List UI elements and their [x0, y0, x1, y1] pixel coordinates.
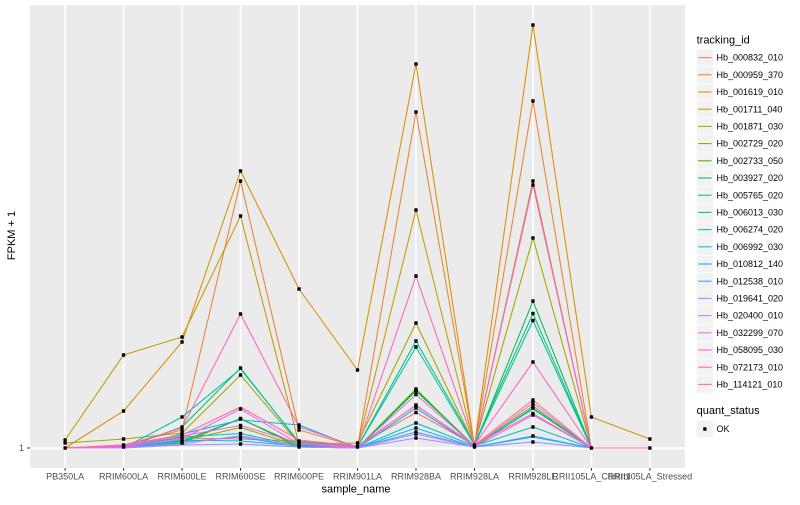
- svg-text:RRIM928BA: RRIM928BA: [391, 472, 441, 482]
- svg-text:Hb_001871_030: Hb_001871_030: [717, 122, 784, 132]
- svg-text:Hb_000832_010: Hb_000832_010: [717, 53, 784, 63]
- svg-text:Hb_002729_020: Hb_002729_020: [717, 139, 784, 149]
- svg-text:sample_name: sample_name: [321, 484, 390, 496]
- svg-text:Hb_032299_070: Hb_032299_070: [717, 328, 784, 338]
- svg-text:tracking_id: tracking_id: [697, 35, 750, 47]
- svg-text:Hb_001711_040: Hb_001711_040: [717, 104, 783, 114]
- svg-text:FPKM + 1: FPKM + 1: [6, 211, 18, 260]
- svg-text:Hb_006992_030: Hb_006992_030: [717, 242, 784, 252]
- svg-text:PB350LA: PB350LA: [46, 472, 84, 482]
- svg-text:Hb_020400_010: Hb_020400_010: [717, 311, 784, 321]
- svg-text:RRIM600LA: RRIM600LA: [99, 472, 148, 482]
- svg-text:Hb_114121_010: Hb_114121_010: [717, 380, 783, 390]
- svg-text:RRII105LA_Stressed: RRII105LA_Stressed: [608, 472, 693, 482]
- svg-text:RRIM600PE: RRIM600PE: [274, 472, 324, 482]
- svg-text:RRIM928LE: RRIM928LE: [508, 472, 557, 482]
- svg-text:Hb_019641_020: Hb_019641_020: [717, 294, 784, 304]
- svg-text:Hb_010812_140: Hb_010812_140: [717, 259, 784, 269]
- svg-text:1: 1: [19, 443, 24, 453]
- svg-text:OK: OK: [717, 424, 730, 434]
- svg-text:Hb_003927_020: Hb_003927_020: [717, 173, 784, 183]
- svg-text:Hb_058095_030: Hb_058095_030: [717, 345, 784, 355]
- svg-text:RRIM901LA: RRIM901LA: [333, 472, 382, 482]
- svg-text:Hb_006013_030: Hb_006013_030: [717, 208, 784, 218]
- svg-text:Hb_012538_010: Hb_012538_010: [717, 276, 784, 286]
- svg-text:RRIM928LA: RRIM928LA: [450, 472, 499, 482]
- svg-text:Hb_002733_050: Hb_002733_050: [717, 156, 784, 166]
- svg-text:RRIM600SE: RRIM600SE: [216, 472, 266, 482]
- svg-text:quant_status: quant_status: [697, 405, 760, 417]
- svg-text:RRIM600LE: RRIM600LE: [158, 472, 207, 482]
- svg-text:Hb_000959_370: Hb_000959_370: [717, 70, 784, 80]
- svg-text:Hb_072173_010: Hb_072173_010: [717, 362, 784, 372]
- svg-text:Hb_005765_020: Hb_005765_020: [717, 190, 784, 200]
- svg-text:RRII105LA_Control: RRII105LA_Control: [552, 472, 630, 482]
- svg-text:Hb_001619_010: Hb_001619_010: [717, 87, 784, 97]
- svg-text:Hb_006274_020: Hb_006274_020: [717, 225, 784, 235]
